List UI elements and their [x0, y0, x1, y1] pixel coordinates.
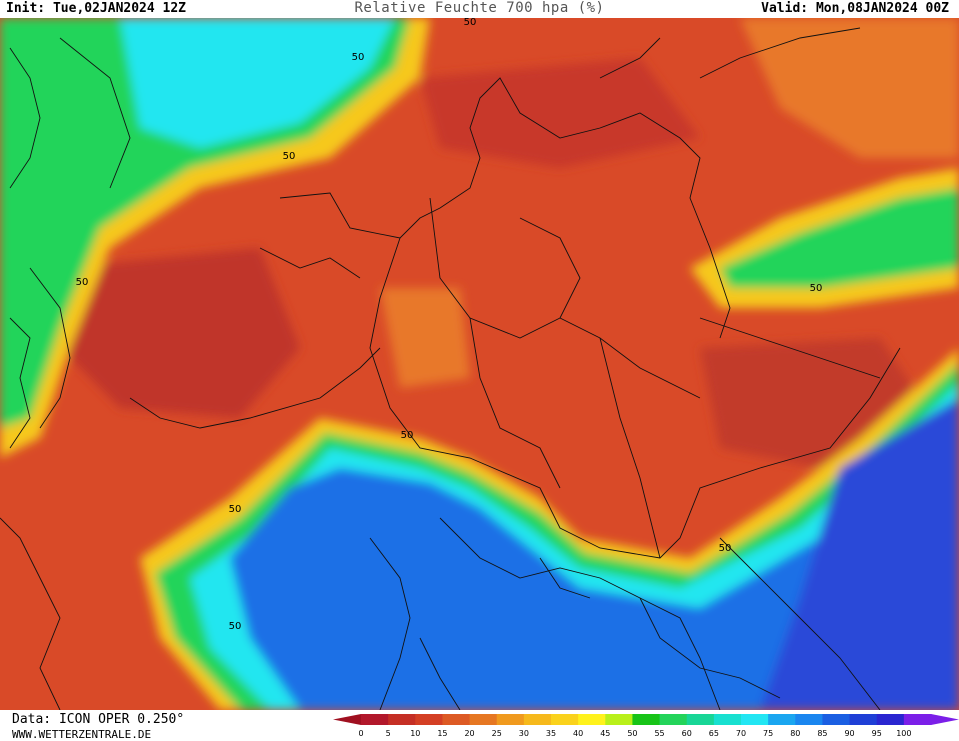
- legend-tick-label: 70: [736, 729, 746, 738]
- legend-tick-label: 0: [358, 729, 363, 738]
- map-title: Relative Feuchte 700 hpa (%): [354, 0, 605, 16]
- legend-tick-label: 5: [386, 729, 391, 738]
- legend-swatch: [713, 714, 742, 725]
- legend-tick-label: 55: [654, 729, 664, 738]
- legend-tick-label: 40: [573, 729, 583, 738]
- contour-label: 50: [229, 504, 242, 515]
- legend-swatch: [578, 714, 606, 725]
- legend-tick-label: 20: [464, 729, 474, 738]
- legend-swatch: [795, 714, 823, 725]
- legend-tick-label: 100: [896, 729, 911, 738]
- field-orange-ne: [740, 18, 959, 158]
- legend-swatch: [442, 714, 471, 725]
- legend-swatch: [741, 714, 769, 725]
- legend-swatch: [523, 714, 552, 725]
- legend-tick-label: 45: [600, 729, 610, 738]
- contour-label: 50: [719, 543, 732, 554]
- contour-label: 50: [464, 18, 477, 28]
- legend-tick-label: 50: [627, 729, 637, 738]
- legend-tick-label: 90: [844, 729, 854, 738]
- legend-tick-label: 75: [763, 729, 773, 738]
- website-credit: WWW.WETTERZENTRALE.DE: [12, 728, 152, 741]
- legend-arrow-left: [333, 714, 361, 725]
- legend-swatch: [632, 714, 661, 725]
- field-deep-red-west: [60, 248, 300, 418]
- legend-swatch: [551, 714, 579, 725]
- legend-swatch: [876, 714, 905, 725]
- field-cyan-nw: [120, 18, 395, 148]
- legend-tick-label: 65: [709, 729, 719, 738]
- legend-swatch: [605, 714, 633, 725]
- legend-swatch: [361, 714, 389, 725]
- field-green-nw: [0, 18, 410, 428]
- legend-swatch: [822, 714, 851, 725]
- field-green-ene: [720, 188, 959, 288]
- legend-swatch: [768, 714, 796, 725]
- contour-label: 50: [810, 283, 823, 294]
- legend-tick-label: 30: [519, 729, 529, 738]
- legend-tick-label: 80: [790, 729, 800, 738]
- legend-swatch: [469, 714, 498, 725]
- data-source: Data: ICON OPER 0.250°: [12, 712, 185, 727]
- legend-swatch: [659, 714, 688, 725]
- field-orange-centre: [380, 288, 470, 388]
- contour-label: 50: [283, 151, 296, 162]
- field-blue-south: [230, 408, 959, 710]
- legend-swatch: [903, 714, 932, 725]
- legend-arrow-right: [931, 714, 959, 725]
- contour-label: 50: [401, 430, 414, 441]
- valid-time: Valid: Mon,08JAN2024 00Z: [761, 1, 949, 16]
- legend-tick-label: 15: [437, 729, 447, 738]
- legend-tick-label: 60: [682, 729, 692, 738]
- legend-tick-label: 95: [872, 729, 882, 738]
- legend-swatch: [849, 714, 878, 725]
- legend-tick-label: 10: [410, 729, 420, 738]
- legend-swatch: [496, 714, 525, 725]
- legend-tick-label: 35: [546, 729, 556, 738]
- color-legend: 0 5 10 15 20 25 30 35 40 45 50 55 60 65 70 75 80 85 90 95 10…: [333, 714, 959, 738]
- legend-swatch: [686, 714, 715, 725]
- contour-label: 50: [229, 621, 242, 632]
- contour-labels: 50 50 50 50 50 50 50 50 50: [76, 18, 823, 632]
- legend-tick-label: 25: [492, 729, 502, 738]
- humidity-map: 50 50 50 50 50 50 50 50 50: [0, 18, 959, 710]
- coastlines-borders: [0, 27, 901, 710]
- header-bar: Init: Tue,02JAN2024 12Z Relative Feuchte…: [0, 0, 959, 18]
- legend-swatch: [415, 714, 443, 725]
- contour-label: 50: [76, 277, 89, 288]
- legend-swatch: [388, 714, 416, 725]
- legend-tick-label: 85: [817, 729, 827, 738]
- init-time: Init: Tue,02JAN2024 12Z: [6, 1, 187, 16]
- field-darkblue-se: [760, 398, 959, 710]
- field-deep-red-north: [420, 58, 700, 168]
- contour-label: 50: [352, 52, 365, 63]
